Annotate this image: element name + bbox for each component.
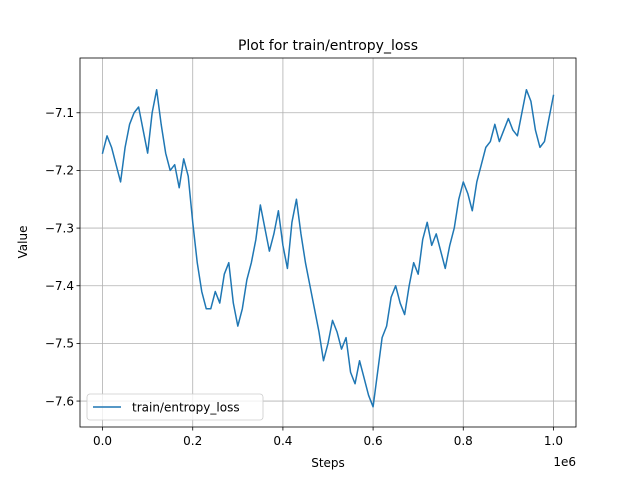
y-tick-label: −7.5 <box>45 337 74 351</box>
x-tick-label: 0.2 <box>183 434 202 448</box>
y-tick-label: −7.2 <box>45 164 74 178</box>
y-tick-label: −7.3 <box>45 221 74 235</box>
legend-label: train/entropy_loss <box>132 401 240 415</box>
x-tick-label: 0.6 <box>364 434 383 448</box>
y-tick-label: −7.6 <box>45 394 74 408</box>
series-line <box>101 88 555 408</box>
plot-frame <box>79 57 577 428</box>
x-axis-offset-label: 1e6 <box>553 455 576 469</box>
legend: train/entropy_loss <box>86 393 264 421</box>
y-tick-label: −7.4 <box>45 279 74 293</box>
x-tick-label: 0.0 <box>93 434 112 448</box>
chart-title: Plot for train/entropy_loss <box>238 38 418 54</box>
series-layer <box>101 88 555 408</box>
y-tick-label: −7.1 <box>45 106 74 120</box>
x-axis-label: Steps <box>311 456 345 470</box>
x-tick-label: 0.8 <box>454 434 473 448</box>
y-axis-label: Value <box>16 226 30 259</box>
x-axis-ticks: 0.0 0.2 0.4 0.6 0.8 1.0 <box>93 427 563 448</box>
legend-box <box>86 393 264 421</box>
x-tick-label: 0.4 <box>273 434 292 448</box>
y-axis-ticks: −7.1 −7.2 −7.3 −7.4 −7.5 −7.6 <box>45 106 80 408</box>
x-tick-label: 1.0 <box>544 434 563 448</box>
